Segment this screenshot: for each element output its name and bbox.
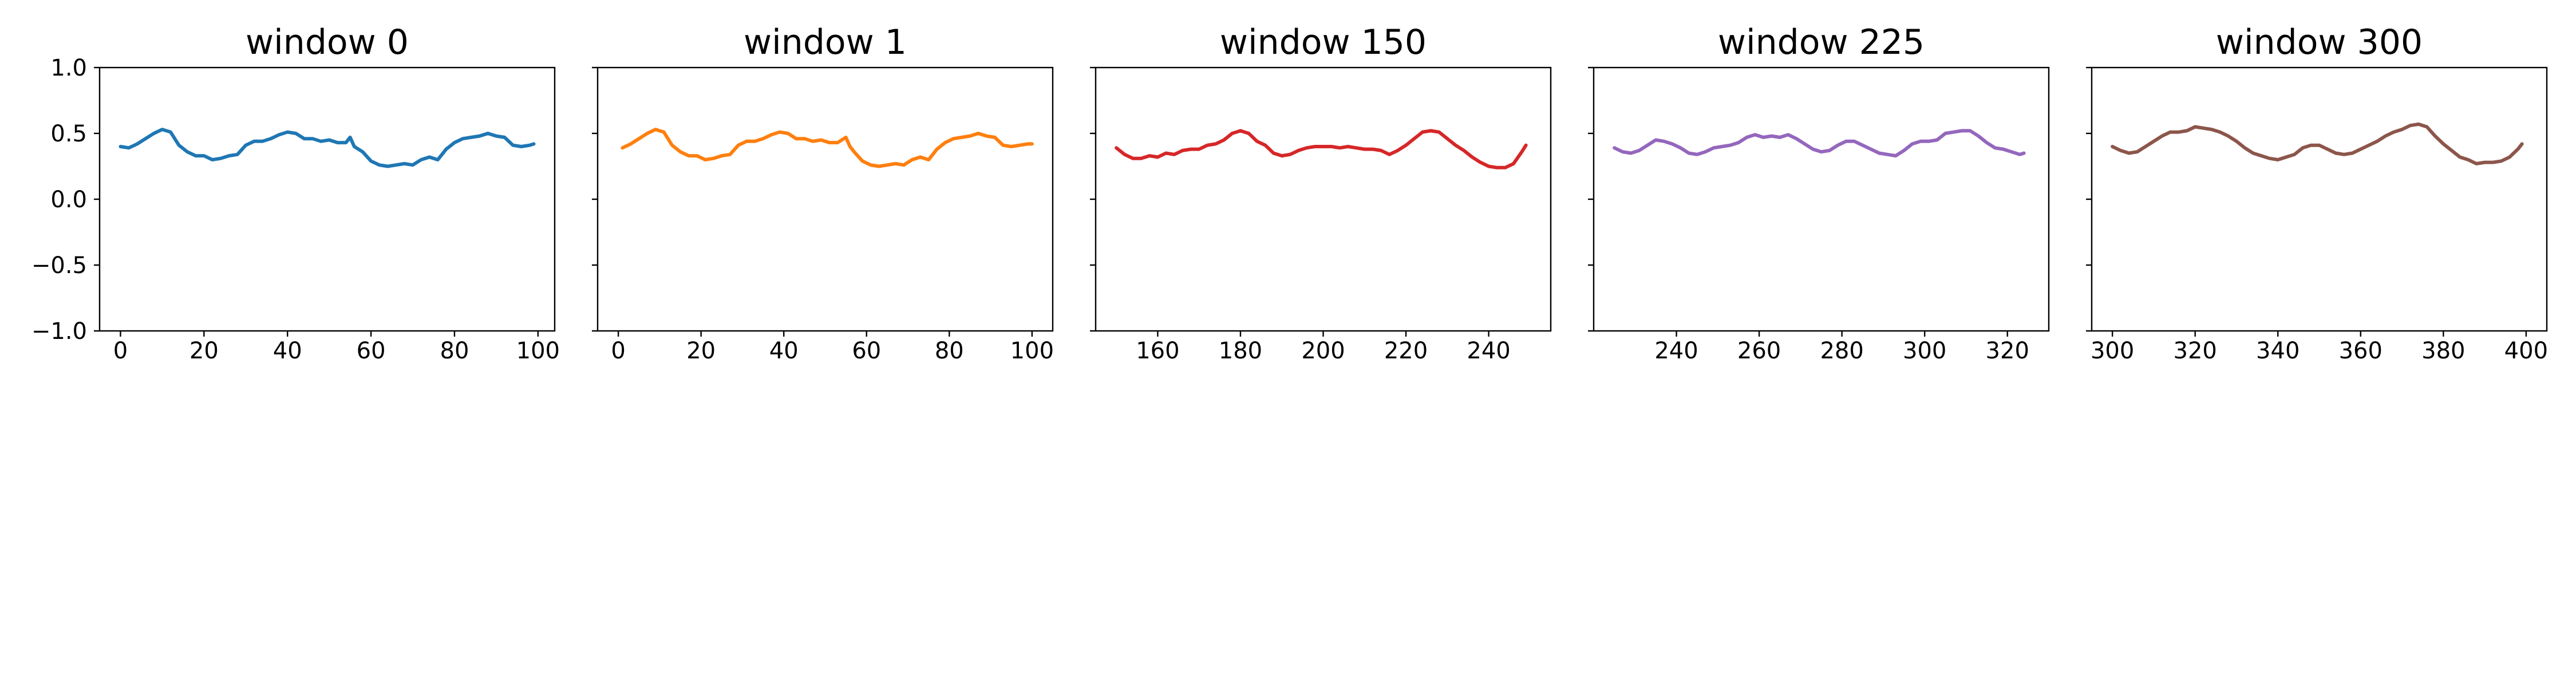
x-tick-label: 100 <box>516 338 560 364</box>
subplot-title: window 1 <box>744 22 907 62</box>
subplot-window-panel: window 225 240 260 280 300 320 <box>1588 22 2050 364</box>
x-tick-label: 20 <box>189 338 219 364</box>
y-tick-label: −1.0 <box>31 318 87 345</box>
subplot-window-panel: window 0 0 20 40 60 80 100 −1.0 −0.5 0.0 0.5 1.0 <box>31 22 560 364</box>
x-tick-label: 0 <box>611 338 625 364</box>
x-tick-label: 280 <box>1820 338 1863 364</box>
x-tick-label: 320 <box>1986 338 2029 364</box>
x-tick-label: 40 <box>769 338 799 364</box>
x-tick-label: 320 <box>2174 338 2217 364</box>
series-line <box>1115 129 1528 169</box>
y-tick-label: 0.5 <box>50 121 87 147</box>
x-tick-label: 400 <box>2504 338 2548 364</box>
x-tick-label: 80 <box>935 338 964 364</box>
x-tick-label: 60 <box>357 338 386 364</box>
x-tick-label: 220 <box>1384 338 1428 364</box>
x-tick-label: 180 <box>1219 338 1262 364</box>
x-tick-label: 360 <box>2339 338 2383 364</box>
x-tick-label: 240 <box>1654 338 1698 364</box>
x-tick-label: 300 <box>1903 338 1946 364</box>
subplot-grid: window 00 20 40 60 80 100−1.0−0.50.00.51.0win… <box>31 22 2548 364</box>
x-tick-label: 80 <box>440 338 469 364</box>
y-tick-label: 0.0 <box>50 187 87 213</box>
x-tick-label: 0 <box>113 338 128 364</box>
x-tick-label: 100 <box>1010 338 1054 364</box>
y-tick-label: −0.5 <box>31 252 87 279</box>
x-tick-label: 40 <box>273 338 302 364</box>
x-tick-label: 240 <box>1467 338 1510 364</box>
subplot-title: window 0 <box>246 22 409 62</box>
series-line <box>118 128 536 168</box>
x-tick-label: 200 <box>1301 338 1345 364</box>
subplot-title: window 150 <box>1220 22 1427 62</box>
subplot-window-panel: window 1 0 20 40 60 80 100 <box>592 22 1054 364</box>
series-line <box>1613 129 2026 158</box>
x-tick-label: 160 <box>1136 338 1179 364</box>
x-tick-label: 20 <box>686 338 716 364</box>
series-line <box>621 128 1034 168</box>
subplot-window-panel: window 150 160 180 200 220 240 <box>1090 22 1552 364</box>
subplot-window-panel: window 300 300 320 340 360 380 400 <box>2086 22 2548 364</box>
x-tick-label: 340 <box>2256 338 2300 364</box>
y-tick-label: 1.0 <box>50 55 87 81</box>
x-tick-label: 60 <box>852 338 881 364</box>
x-tick-label: 300 <box>2091 338 2134 364</box>
series-line <box>2111 122 2524 165</box>
x-tick-label: 260 <box>1737 338 1781 364</box>
subplot-title: window 300 <box>2216 22 2423 62</box>
subplot-title: window 225 <box>1718 22 1925 62</box>
x-tick-label: 380 <box>2421 338 2465 364</box>
